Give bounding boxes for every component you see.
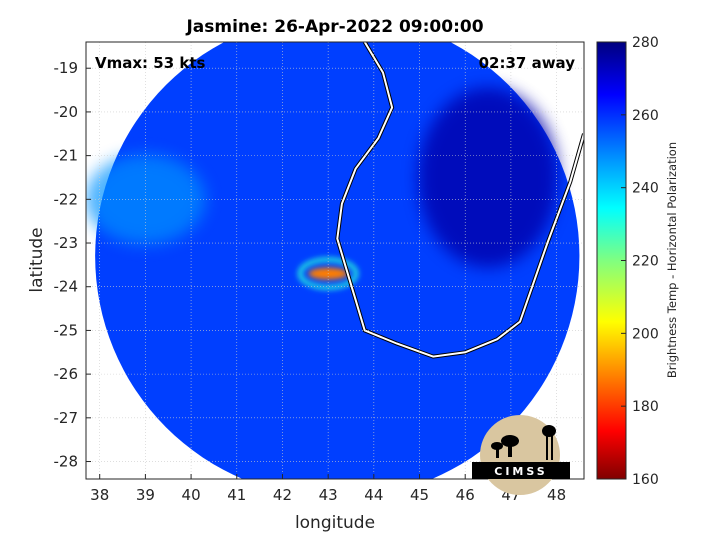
y-tick-label: -22: [54, 190, 79, 208]
x-tick-label: 43: [319, 486, 338, 504]
x-tick-label: 41: [227, 486, 246, 504]
y-tick-label: -25: [54, 321, 79, 339]
cimss-logo: CIMSS: [472, 415, 570, 495]
y-tick-label: -20: [54, 103, 79, 121]
y-tick-label: -23: [54, 234, 79, 252]
x-tick-label: 46: [456, 486, 475, 504]
logo-text: CIMSS: [494, 465, 547, 478]
colorbar-tick-label: 280: [632, 35, 659, 51]
colorbar-tick-label: 200: [632, 326, 659, 342]
logo-banner: [472, 462, 570, 479]
x-tick-label: 44: [364, 486, 383, 504]
logo-satellite-dish-icon: [491, 435, 519, 458]
plot-area: [86, 42, 584, 479]
colorbar-label: Brightness Temp - Horizontal Polarizatio…: [665, 142, 679, 378]
y-tick-label: -28: [54, 453, 79, 471]
storm-ring-mark: [298, 257, 359, 290]
y-tick-label: -24: [54, 278, 79, 296]
y-tick-label: -26: [54, 365, 79, 383]
x-axis-label: longitude: [295, 513, 375, 533]
colorbar-tick-label: 180: [632, 399, 659, 415]
warm-sea-mark: [86, 154, 206, 245]
colorbar-tick-label: 260: [632, 108, 659, 124]
x-tick-label: 45: [410, 486, 429, 504]
land-cold-mark: [418, 87, 559, 268]
logo-water-tower-icon: [542, 425, 556, 460]
y-tick-label: -19: [54, 59, 79, 77]
colorbar-ticks: 280 260 240 220 200 180 160: [621, 35, 659, 488]
brightness-features: [86, 87, 559, 290]
coastline: [335, 42, 584, 359]
x-tick-label: 38: [90, 486, 109, 504]
colorbar-tick-label: 240: [632, 181, 659, 197]
time-away-annotation: 02:37 away: [479, 54, 576, 72]
x-ticks: 38 39 40 41 42 43 44 45 46 47 48: [90, 474, 566, 504]
coastline-line: [336, 42, 584, 358]
y-tick-label: -21: [54, 147, 79, 165]
axes-frame: [85, 41, 585, 480]
x-tick-label: 48: [547, 486, 566, 504]
colorbar-tick-label: 160: [632, 472, 659, 488]
y-tick-label: -27: [54, 409, 79, 427]
chart-title: Jasmine: 26-Apr-2022 09:00:00: [185, 17, 483, 37]
vmax-annotation: Vmax: 53 kts: [95, 54, 205, 72]
x-tick-label: 39: [136, 486, 155, 504]
x-tick-label: 40: [182, 486, 201, 504]
y-ticks: -19 -20 -21 -22 -23 -24 -25 -26 -27 -28: [54, 59, 91, 471]
x-tick-label: 42: [273, 486, 292, 504]
grid-lines: [86, 42, 584, 479]
colorbar-tick-label: 220: [632, 254, 659, 270]
y-axis-label: latitude: [27, 227, 47, 292]
